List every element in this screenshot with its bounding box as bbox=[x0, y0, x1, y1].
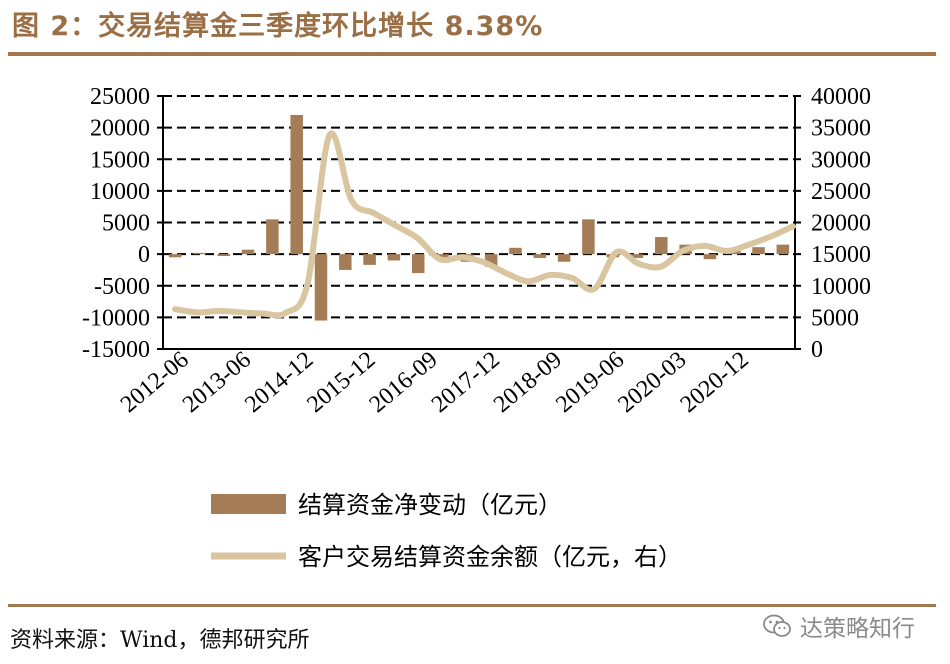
bar bbox=[387, 254, 401, 261]
x-tick-label: 2014-12 bbox=[240, 347, 318, 418]
bar bbox=[655, 237, 668, 255]
left-axis-tick-labels: 25000 20000 15000 10000 5000 0 -5000 -10000 -150… bbox=[82, 84, 150, 363]
x-tick-label: 2017-12 bbox=[427, 347, 505, 418]
x-axis-tick-labels: 2012-062013-062014-122015-122016-092017-… bbox=[116, 347, 754, 418]
right-tick-label: 35000 bbox=[811, 116, 871, 142]
left-tick-label: 15000 bbox=[90, 147, 150, 173]
right-tick-label: 0 bbox=[811, 337, 823, 363]
left-tick-label: -15000 bbox=[82, 337, 150, 363]
source-note: 资料来源：Wind，德邦研究所 bbox=[10, 628, 310, 653]
balance-line bbox=[172, 130, 796, 319]
watermark: 达策略知行 bbox=[762, 609, 915, 643]
bar bbox=[776, 244, 790, 255]
x-tick-label: 2020-12 bbox=[676, 347, 754, 418]
bar bbox=[168, 254, 182, 258]
right-tick-label: 30000 bbox=[811, 147, 871, 173]
right-tick-label: 5000 bbox=[811, 305, 859, 331]
right-tick-label: 15000 bbox=[811, 242, 871, 268]
bar bbox=[752, 247, 765, 255]
bar bbox=[217, 254, 231, 257]
legend: 结算资金净变动（亿元） 客户交易结算资金余额（亿元，右） bbox=[211, 492, 682, 571]
watermark-text: 达策略知行 bbox=[800, 616, 915, 642]
wechat-icon bbox=[763, 614, 791, 637]
left-tick-label: -10000 bbox=[82, 305, 150, 331]
left-tick-label: 0 bbox=[138, 242, 150, 268]
left-tick-label: 10000 bbox=[90, 179, 150, 205]
legend-bar-label: 结算资金净变动（亿元） bbox=[298, 492, 562, 519]
x-tick-label: 2020-03 bbox=[613, 347, 691, 418]
left-tick-label: 25000 bbox=[90, 84, 150, 110]
bar bbox=[193, 252, 206, 255]
legend-bar-swatch bbox=[211, 494, 286, 514]
axes bbox=[157, 95, 801, 350]
footer-divider bbox=[8, 604, 936, 607]
bar bbox=[241, 249, 255, 255]
bar bbox=[509, 247, 522, 255]
title-divider bbox=[8, 52, 936, 56]
right-tick-label: 10000 bbox=[811, 274, 871, 300]
x-tick-label: 2013-06 bbox=[178, 347, 256, 418]
figure-title: 图 2：交易结算金三季度环比增长 8.38% bbox=[12, 11, 544, 42]
bar bbox=[436, 254, 449, 259]
bar-series bbox=[168, 114, 790, 321]
chart: 25000 20000 15000 10000 5000 0 -5000 -10000 -150… bbox=[82, 84, 871, 571]
left-tick-label: 20000 bbox=[90, 116, 150, 142]
bar bbox=[411, 254, 425, 274]
bar bbox=[630, 254, 644, 258]
bar bbox=[290, 114, 303, 255]
bar bbox=[557, 254, 571, 262]
bar bbox=[363, 254, 376, 265]
right-tick-label: 25000 bbox=[811, 179, 871, 205]
right-tick-label: 40000 bbox=[811, 84, 871, 110]
left-tick-label: -5000 bbox=[94, 274, 150, 300]
bar bbox=[339, 254, 352, 270]
left-tick-label: 5000 bbox=[102, 211, 150, 237]
line-series bbox=[172, 130, 796, 319]
bar bbox=[266, 219, 279, 255]
x-tick-label: 2019-06 bbox=[551, 347, 629, 418]
bar bbox=[314, 254, 328, 321]
x-tick-label: 2015-12 bbox=[302, 347, 380, 418]
bar bbox=[533, 254, 547, 258]
x-tick-label: 2018-09 bbox=[489, 347, 567, 418]
right-axis-tick-labels: 40000 35000 30000 25000 20000 15000 10000 5000 0 bbox=[811, 84, 871, 363]
gridlines bbox=[163, 95, 795, 319]
bar bbox=[703, 254, 717, 260]
x-tick-label: 2016-09 bbox=[365, 347, 443, 418]
legend-line-label: 客户交易结算资金余额（亿元，右） bbox=[298, 544, 682, 571]
bar bbox=[582, 219, 595, 255]
right-tick-label: 20000 bbox=[811, 211, 871, 237]
